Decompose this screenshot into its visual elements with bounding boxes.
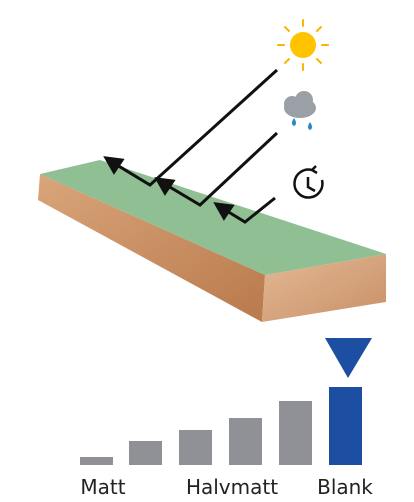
sun-icon bbox=[277, 19, 329, 71]
label: Halvmatt bbox=[186, 475, 278, 499]
label: Matt bbox=[80, 475, 125, 499]
rain-icon bbox=[284, 91, 316, 130]
gloss-bars bbox=[80, 387, 362, 465]
arrows bbox=[103, 68, 279, 224]
clock-icon bbox=[293, 165, 324, 199]
plank bbox=[38, 160, 386, 322]
label: Blank bbox=[317, 475, 373, 499]
indicator bbox=[325, 338, 372, 378]
